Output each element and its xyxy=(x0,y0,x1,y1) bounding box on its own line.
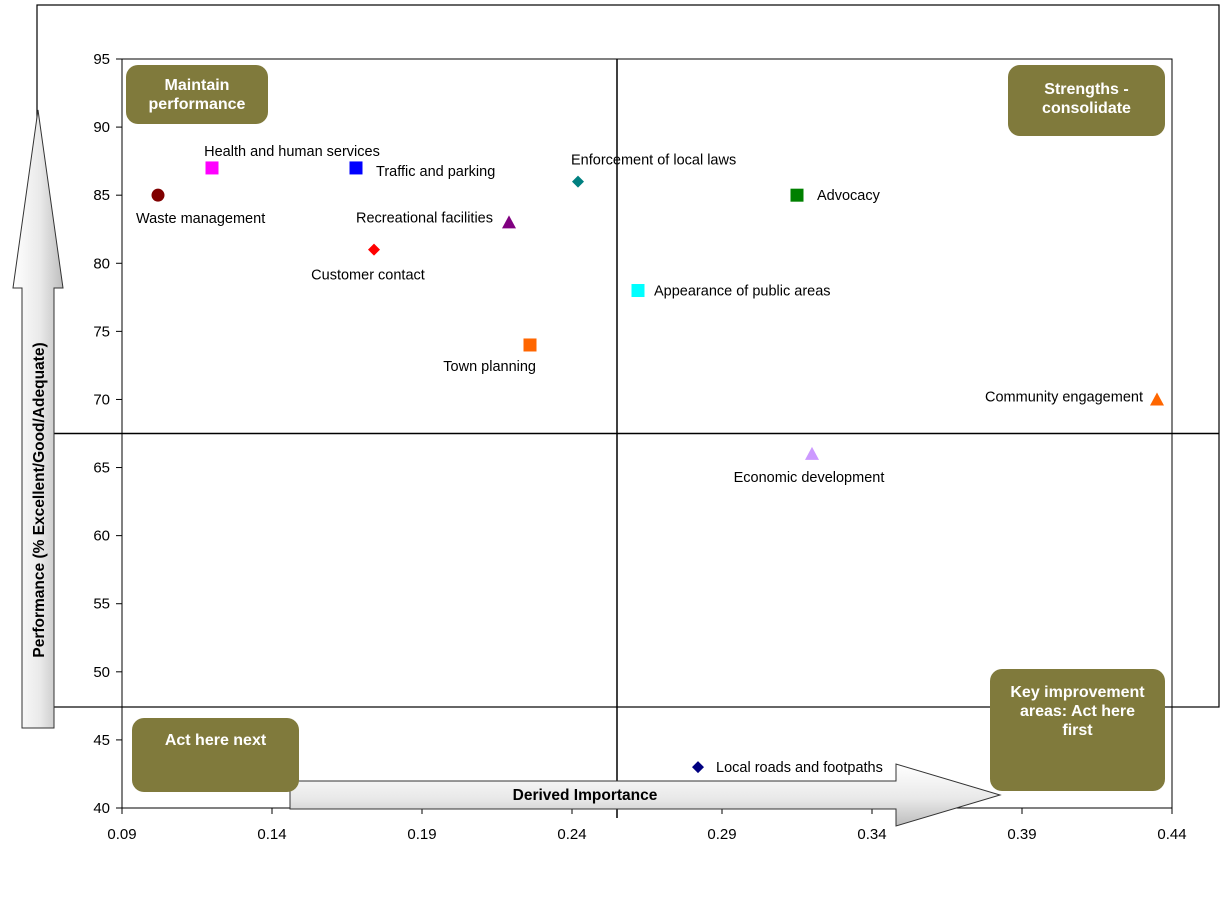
point-customer-contact xyxy=(368,243,380,256)
x-tick-label: 0.24 xyxy=(557,826,586,843)
y-axis-ticks: 95 90 85 80 75 70 65 60 55 50 45 40 xyxy=(93,51,122,817)
y-tick-label: 65 xyxy=(93,460,110,477)
point-local-roads-and-footpaths xyxy=(692,761,704,774)
y-tick-label: 85 xyxy=(93,187,110,204)
y-tick-label: 95 xyxy=(93,51,110,68)
x-axis-title: Derived Importance xyxy=(513,787,658,804)
y-tick-label: 90 xyxy=(93,119,110,136)
point-advocacy xyxy=(790,188,804,202)
point-appearance-of-public-areas xyxy=(631,284,645,298)
point-label-health-and-human-services: Health and human services xyxy=(204,144,380,160)
point-town-planning xyxy=(523,338,537,352)
data-points: Waste management Health and human service… xyxy=(136,144,1164,776)
x-tick-label: 0.44 xyxy=(1157,826,1186,843)
y-tick-label: 80 xyxy=(93,255,110,272)
point-recreational-facilities xyxy=(502,215,516,229)
y-tick-label: 70 xyxy=(93,391,110,408)
x-tick-label: 0.29 xyxy=(707,826,736,843)
y-tick-label: 75 xyxy=(93,323,110,340)
y-tick-label: 50 xyxy=(93,664,110,681)
y-tick-label: 45 xyxy=(93,732,110,749)
y-tick-label: 60 xyxy=(93,528,110,545)
y-tick-label: 55 xyxy=(93,596,110,613)
point-label-community-engagement: Community engagement xyxy=(985,389,1143,405)
x-axis-ticks: 0.09 0.14 0.19 0.24 0.29 0.34 0.39 0.44 xyxy=(107,808,1187,843)
point-label-appearance-of-public-areas: Appearance of public areas xyxy=(654,284,831,300)
point-label-waste-management: Waste management xyxy=(136,211,265,227)
point-label-traffic-and-parking: Traffic and parking xyxy=(376,164,495,180)
x-tick-label: 0.19 xyxy=(407,826,436,843)
point-label-economic-development: Economic development xyxy=(734,470,885,486)
y-axis-arrow xyxy=(12,109,64,729)
point-health-and-human-services xyxy=(205,161,219,175)
x-tick-label: 0.39 xyxy=(1007,826,1036,843)
point-label-advocacy: Advocacy xyxy=(817,188,881,204)
point-label-enforcement-of-local-laws: Enforcement of local laws xyxy=(571,153,736,169)
point-community-engagement xyxy=(1150,392,1164,406)
point-economic-development xyxy=(805,446,819,460)
y-tick-label: 40 xyxy=(93,800,110,817)
x-tick-label: 0.09 xyxy=(107,826,136,843)
point-traffic-and-parking xyxy=(349,161,363,175)
quadrant-label-key-improvement: Key improvement areas: Act here first xyxy=(990,669,1165,791)
x-tick-label: 0.14 xyxy=(257,826,286,843)
quadrant-label-maintain-performance: Maintain performance xyxy=(126,65,268,124)
quadrant-label-act-here-next: Act here next xyxy=(132,718,299,792)
point-enforcement-of-local-laws xyxy=(572,175,584,188)
point-waste-management xyxy=(151,188,165,202)
point-label-recreational-facilities: Recreational facilities xyxy=(356,210,493,226)
x-tick-label: 0.34 xyxy=(857,826,886,843)
x-axis-arrow xyxy=(289,763,1002,827)
point-label-local-roads-and-footpaths: Local roads and footpaths xyxy=(716,760,883,776)
quadrant-label-strengths: Strengths - consolidate xyxy=(1008,65,1165,136)
y-axis-title: Performance (% Excellent/Good/Adequate) xyxy=(31,342,48,657)
point-label-town-planning: Town planning xyxy=(443,359,536,375)
point-label-customer-contact: Customer contact xyxy=(311,268,425,284)
